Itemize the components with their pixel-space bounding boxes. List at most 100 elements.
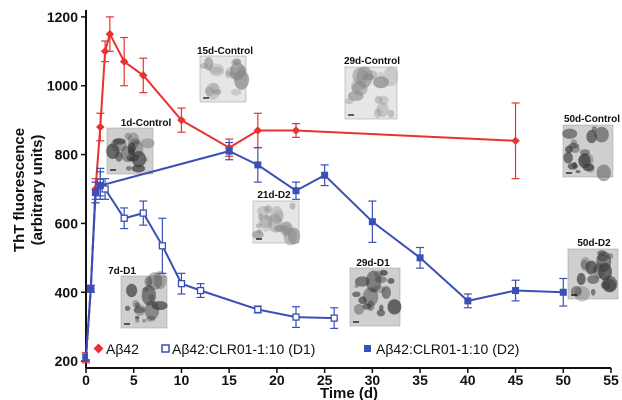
x-tick-label: 30 bbox=[365, 372, 381, 388]
micrograph-texture bbox=[131, 151, 147, 168]
data-point bbox=[512, 287, 520, 295]
data-point bbox=[464, 297, 472, 305]
micrograph-texture bbox=[585, 260, 598, 275]
inset-15d-control: 15d-Control bbox=[197, 46, 253, 103]
inset-7d-d1: 7d-D1 bbox=[108, 266, 168, 329]
micrograph-texture bbox=[353, 303, 365, 315]
data-point bbox=[292, 313, 300, 321]
x-tick-label: 25 bbox=[317, 372, 333, 388]
micrograph-texture bbox=[579, 149, 591, 156]
data-point bbox=[139, 209, 147, 217]
micrograph-texture bbox=[199, 63, 209, 69]
y-tick-label: 1200 bbox=[47, 9, 78, 25]
micrograph-texture bbox=[371, 285, 386, 293]
inset-label: 15d-Control bbox=[197, 46, 253, 57]
data-point bbox=[321, 171, 329, 179]
micrograph-texture bbox=[125, 165, 132, 171]
micrograph-texture bbox=[365, 70, 378, 80]
micrograph-texture bbox=[255, 223, 262, 229]
data-point bbox=[105, 29, 115, 39]
inset-label: 29d-Control bbox=[344, 56, 400, 67]
micrograph-texture bbox=[264, 205, 272, 213]
data-point bbox=[92, 188, 100, 196]
micrograph-texture bbox=[151, 301, 168, 311]
micrograph-texture bbox=[586, 129, 597, 144]
micrograph-texture bbox=[567, 162, 579, 170]
micrograph-texture bbox=[379, 269, 388, 276]
micrograph-texture bbox=[257, 229, 262, 234]
micrograph-texture bbox=[273, 209, 285, 222]
micrograph-texture bbox=[230, 88, 242, 96]
micrograph-texture bbox=[212, 89, 222, 95]
micrograph-texture bbox=[352, 67, 369, 85]
micrograph-texture bbox=[134, 302, 141, 308]
y-tick-label: 800 bbox=[55, 147, 79, 163]
data-point bbox=[559, 288, 567, 296]
inset-label: 50d-Control bbox=[564, 114, 620, 125]
micrograph-texture bbox=[225, 67, 236, 76]
micrograph-texture bbox=[379, 304, 384, 311]
data-point bbox=[292, 187, 300, 195]
x-tick-label: 5 bbox=[130, 372, 138, 388]
micrograph-texture bbox=[146, 315, 156, 322]
legend-marker-d2 bbox=[364, 345, 371, 352]
micrograph-texture bbox=[124, 132, 132, 140]
series-2 bbox=[82, 141, 568, 362]
inset-label: 7d-D1 bbox=[108, 266, 136, 277]
micrograph-texture bbox=[351, 78, 363, 94]
micrograph-texture bbox=[205, 82, 220, 100]
x-tick-label: 35 bbox=[412, 372, 428, 388]
data-point bbox=[511, 136, 520, 146]
micrograph-texture bbox=[129, 138, 141, 145]
micrograph-texture bbox=[578, 153, 591, 168]
micrograph-texture bbox=[257, 206, 270, 217]
micrograph-insets: 1d-Control 15d-Control 29d-Control 50d-Cont… bbox=[106, 46, 620, 329]
micrograph-texture bbox=[142, 287, 150, 292]
micrograph-texture bbox=[367, 300, 375, 312]
legend-label-d2: Aβ42:CLR01-1:10 (D2) bbox=[376, 341, 519, 357]
micrograph-texture bbox=[270, 206, 284, 224]
data-point bbox=[330, 314, 338, 322]
micrograph-texture bbox=[110, 138, 127, 152]
micrograph-texture bbox=[126, 283, 138, 298]
micrograph-texture bbox=[602, 278, 617, 292]
inset-21d-d2: 21d-D2 bbox=[251, 190, 301, 246]
data-series bbox=[81, 16, 568, 364]
micrograph-texture bbox=[131, 164, 146, 173]
micrograph-texture bbox=[376, 309, 386, 317]
y-tick-label: 200 bbox=[55, 353, 79, 369]
micrograph-texture bbox=[570, 145, 581, 153]
micrograph-texture bbox=[133, 306, 146, 314]
micrograph-texture bbox=[575, 170, 581, 174]
micrograph-texture bbox=[352, 291, 361, 298]
micrograph-texture bbox=[596, 164, 611, 182]
legend: Aβ42 Aβ42:CLR01-1:10 (D1) Aβ42:CLR01-1:1… bbox=[88, 340, 586, 359]
micrograph-texture bbox=[379, 95, 389, 105]
micrograph-texture bbox=[587, 275, 600, 284]
micrograph-texture bbox=[134, 315, 140, 320]
micrograph-texture bbox=[280, 221, 293, 237]
micrograph-texture bbox=[258, 214, 273, 228]
micrograph-texture bbox=[590, 288, 596, 296]
micrograph-texture bbox=[387, 110, 395, 118]
micrograph-texture bbox=[565, 145, 573, 154]
micrograph-texture bbox=[381, 286, 392, 299]
x-tick-label: 15 bbox=[221, 372, 237, 388]
micrograph-texture bbox=[141, 318, 147, 323]
data-point bbox=[100, 47, 110, 56]
data-point bbox=[291, 126, 301, 135]
micrograph-texture bbox=[373, 76, 389, 89]
inset-label: 29d-D1 bbox=[356, 258, 390, 269]
micrograph-texture bbox=[376, 102, 389, 118]
data-point bbox=[253, 126, 263, 135]
micrograph-texture bbox=[362, 303, 372, 310]
micrograph-texture bbox=[153, 270, 167, 290]
data-point bbox=[96, 182, 104, 190]
inset-29d-d1: 29d-D1 bbox=[349, 258, 402, 327]
micrograph-texture bbox=[234, 69, 250, 90]
micrograph-texture bbox=[112, 138, 126, 145]
x-tick-label: 0 bbox=[82, 372, 90, 388]
micrograph-texture bbox=[354, 276, 370, 287]
axes bbox=[85, 10, 611, 369]
micrograph-texture bbox=[147, 272, 163, 290]
